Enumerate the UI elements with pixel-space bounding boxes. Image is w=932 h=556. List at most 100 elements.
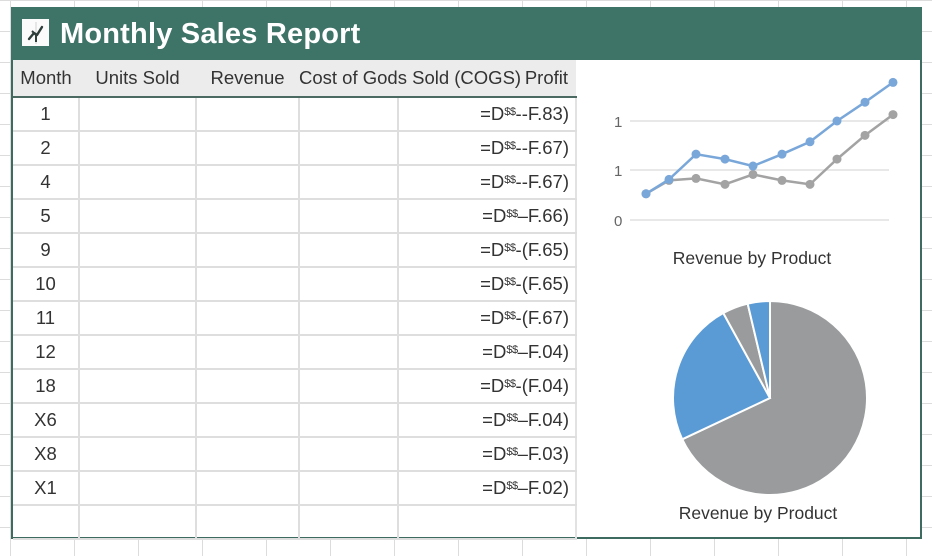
cell-units-sold[interactable] [79,335,197,370]
cell-cogs[interactable] [299,267,399,302]
cell-month[interactable]: 2 [13,131,80,166]
cell-units-sold[interactable] [79,505,197,540]
cell-profit[interactable]: =D$$–F.04) [398,335,577,370]
cell-units-sold[interactable] [79,369,197,404]
formula-sup: $$ [504,242,516,254]
table-row: X6 =D$$–F.04) [13,403,577,438]
cell-units-sold[interactable] [79,131,197,166]
formula-suffix: –F.02) [517,477,569,498]
cell-profit[interactable]: =D$$-(F.65) [398,233,577,268]
formula-sup: $$ [506,480,518,492]
table-row [13,505,577,540]
cell-revenue[interactable] [196,403,300,438]
table-row: 2 =D$$--F.67) [13,131,577,166]
cell-profit[interactable]: =D$$--F.67) [398,131,577,166]
cell-revenue[interactable] [196,233,300,268]
cell-cogs[interactable] [299,505,399,540]
cell-revenue[interactable] [196,505,300,540]
cell-profit[interactable]: =D$$--F.67) [398,165,577,200]
column-header-profit[interactable]: Profit [398,60,576,98]
cell-revenue[interactable] [196,97,300,132]
cell-month[interactable] [13,505,80,540]
cell-revenue[interactable] [196,165,300,200]
cell-month[interactable]: 10 [13,267,80,302]
cell-revenue[interactable] [196,369,300,404]
cell-units-sold[interactable] [79,199,197,234]
line-chart[interactable]: 1 1 0 [576,60,922,539]
cell-profit[interactable]: =D$$-(F.67) [398,301,577,336]
formula-suffix: --F.67) [515,171,569,192]
cell-revenue[interactable] [196,437,300,472]
cell-month[interactable]: 1 [13,97,80,132]
cell-month[interactable]: 12 [13,335,80,370]
report-title: Monthly Sales Report [60,18,361,50]
cell-units-sold[interactable] [79,165,197,200]
formula-sup: $$ [504,276,516,288]
cell-month[interactable]: 9 [13,233,80,268]
table-row: X1 =D$$–F.02) [13,471,577,506]
cell-units-sold[interactable] [79,403,197,438]
cell-month[interactable]: 11 [13,301,80,336]
cell-month[interactable]: X1 [13,471,80,506]
formula-sup: $$ [506,344,518,356]
charts-area: 1 1 0 Revenue by Product Revenue by Prod… [576,60,922,539]
cell-revenue[interactable] [196,335,300,370]
cell-profit[interactable]: =D$$-(F.04) [398,369,577,404]
cell-profit[interactable]: =D$$-(F.65) [398,267,577,302]
cell-month[interactable]: X6 [13,403,80,438]
line-chart-title: Revenue by Product [672,248,832,268]
cell-revenue[interactable] [196,471,300,506]
y-tick-label: 1 [614,114,622,131]
column-header-cogs[interactable]: Cost of Gods Sold (COGS) [299,60,521,98]
cell-cogs[interactable] [299,165,399,200]
cell-profit[interactable]: =D$$–F.03) [398,437,577,472]
cell-cogs[interactable] [299,369,399,404]
cell-cogs[interactable] [299,335,399,370]
cell-month[interactable]: 5 [13,199,80,234]
cell-revenue[interactable] [196,267,300,302]
cell-profit[interactable]: =D$$–F.04) [398,403,577,438]
data-point [691,173,701,183]
y-tick-label: 1 [614,163,622,180]
cell-units-sold[interactable] [79,233,197,268]
cell-revenue[interactable] [196,131,300,166]
column-header-units-sold[interactable]: Units Sold [79,60,196,98]
formula-suffix: -(F.67) [515,307,569,328]
cell-units-sold[interactable] [79,267,197,302]
data-point [777,175,787,185]
cell-cogs[interactable] [299,471,399,506]
column-header-month[interactable]: Month [13,60,79,98]
cell-cogs[interactable] [299,131,399,166]
cell-units-sold[interactable] [79,301,197,336]
cell-profit[interactable]: =D$$--F.83) [398,97,577,132]
cell-month[interactable]: 18 [13,369,80,404]
formula-prefix: =D [480,137,505,158]
column-header-revenue[interactable]: Revenue [196,60,299,98]
cell-cogs[interactable] [299,301,399,336]
table-row: X8 =D$$–F.03) [13,437,577,472]
cell-profit[interactable]: =D$$–F.66) [398,199,577,234]
formula-suffix: –F.04) [517,341,569,362]
cell-units-sold[interactable] [79,471,197,506]
line-series [645,81,894,195]
data-point [832,154,842,164]
cell-month[interactable]: X8 [13,437,80,472]
cell-cogs[interactable] [299,97,399,132]
cell-profit[interactable]: =D$$–F.02) [398,471,577,506]
cell-units-sold[interactable] [79,97,197,132]
formula-prefix: =D [480,239,505,260]
cell-cogs[interactable] [299,403,399,438]
formula-prefix: =D [480,171,505,192]
cell-profit[interactable] [398,505,577,540]
cell-month[interactable]: 4 [13,165,80,200]
cell-cogs[interactable] [299,233,399,268]
cell-cogs[interactable] [299,199,399,234]
cell-revenue[interactable] [196,199,300,234]
formula-prefix: =D [482,341,507,362]
pie-chart-title: Revenue by Product [678,503,838,523]
cell-units-sold[interactable] [79,437,197,472]
formula-sup: $$ [504,174,516,186]
pie-slice [672,311,772,441]
cell-revenue[interactable] [196,301,300,336]
cell-cogs[interactable] [299,437,399,472]
